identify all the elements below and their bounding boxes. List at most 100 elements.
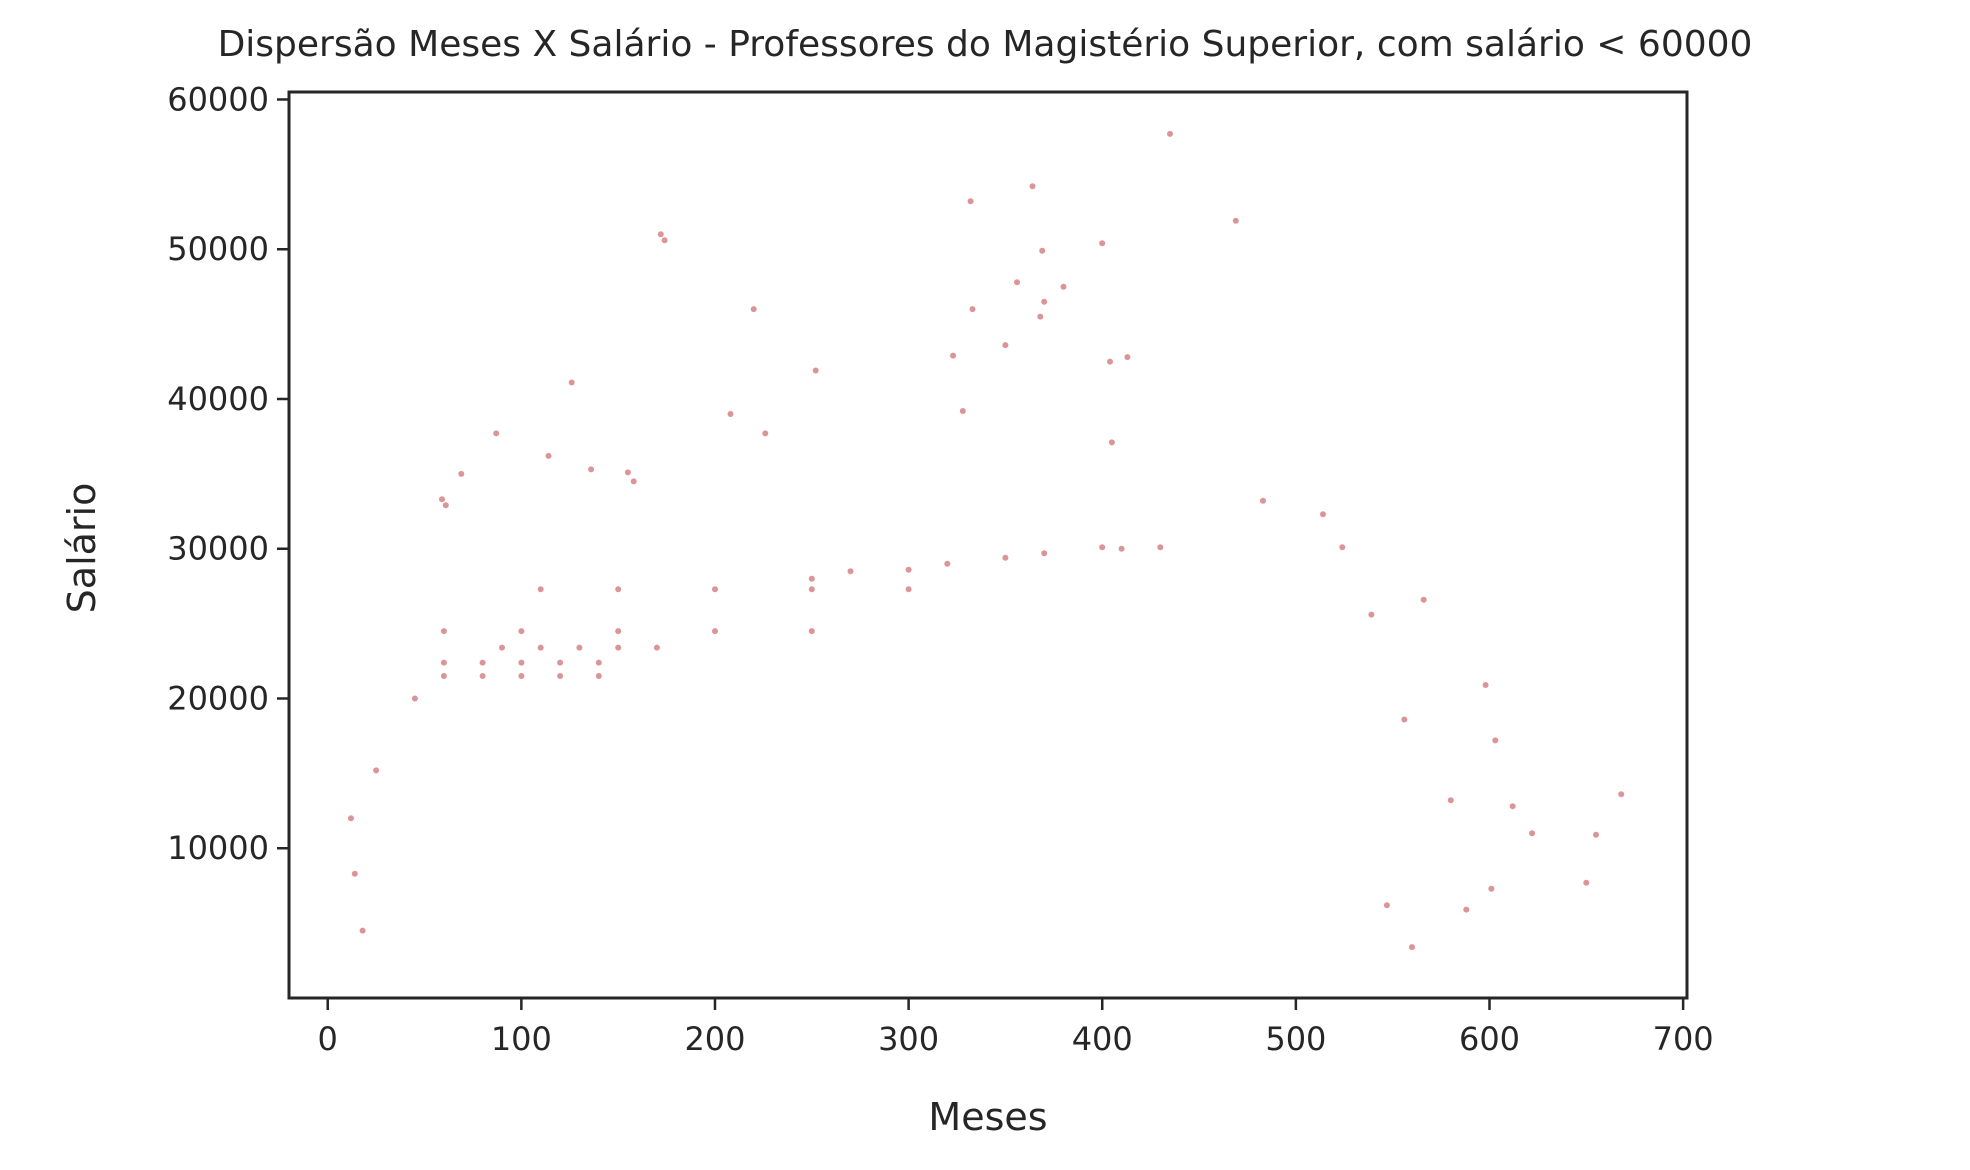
- x-axis-ticks: 0 100 200 300 400 500 600 700: [318, 998, 1714, 1058]
- scatter-point: [518, 628, 525, 635]
- scatter-point: [1232, 217, 1239, 224]
- scatter-point: [458, 470, 465, 477]
- scatter-point: [1060, 283, 1067, 290]
- scatter-point: [1002, 342, 1009, 349]
- scatter-point: [1383, 902, 1390, 909]
- scatter-point: [615, 586, 622, 593]
- scatter-point: [1488, 885, 1495, 892]
- x-tick-label: 500: [1265, 1020, 1326, 1058]
- scatter-point: [373, 767, 380, 774]
- scatter-point: [712, 586, 718, 593]
- scatter-point: [967, 198, 974, 205]
- scatter-point: [440, 673, 447, 679]
- scatter-point: [615, 644, 622, 651]
- scatter-point: [1099, 240, 1106, 247]
- scatter-point: [847, 568, 854, 575]
- scatter-point: [1492, 737, 1499, 744]
- scatter-point: [1014, 279, 1020, 286]
- scatter-point: [1583, 879, 1590, 886]
- scatter-point: [1320, 511, 1326, 518]
- scatter-point: [439, 496, 445, 503]
- x-tick-label: 100: [491, 1020, 552, 1058]
- scatter-point: [1420, 596, 1427, 603]
- x-tick-label: 0: [318, 1020, 338, 1058]
- scatter-point: [568, 379, 575, 386]
- scatter-point: [1029, 183, 1036, 190]
- x-tick-label: 400: [1072, 1020, 1133, 1058]
- scatter-point: [537, 644, 544, 651]
- scatter-point: [969, 306, 976, 313]
- chart-title: Dispersão Meses X Salário - Professores …: [218, 24, 1753, 65]
- scatter-point: [479, 673, 486, 679]
- scatter-point: [359, 927, 366, 934]
- scatter-point: [615, 628, 622, 635]
- y-tick-label: 50000: [167, 230, 269, 268]
- scatter-point: [950, 352, 957, 359]
- scatter-point: [630, 478, 637, 485]
- scatter-point: [1118, 545, 1125, 552]
- scatter-point: [537, 586, 544, 593]
- scatter-point: [808, 628, 815, 635]
- scatter-point: [1618, 791, 1625, 798]
- scatter-point: [1529, 830, 1536, 837]
- y-axis-ticks: 10000 20000 30000 40000 50000 60000: [167, 80, 289, 867]
- scatter-point: [1368, 611, 1375, 618]
- scatter-point: [1037, 313, 1044, 320]
- scatter-point: [348, 815, 354, 822]
- scatter-point: [545, 452, 552, 459]
- scatter-point: [1401, 716, 1408, 723]
- scatter-point: [1167, 130, 1173, 137]
- scatter-point: [1409, 944, 1415, 951]
- scatter-point: [1041, 298, 1048, 305]
- scatter-point: [905, 566, 912, 573]
- scatter-point: [479, 659, 486, 666]
- scatter-point: [959, 408, 966, 414]
- scatter-point: [411, 695, 418, 702]
- scatter-points: [348, 130, 1625, 951]
- scatter-point: [518, 659, 525, 666]
- y-tick-label: 40000: [167, 380, 269, 418]
- scatter-point: [1463, 906, 1470, 913]
- y-tick-label: 30000: [167, 530, 269, 568]
- scatter-point: [624, 469, 631, 476]
- scatter-point: [1108, 439, 1115, 446]
- scatter-point: [661, 237, 668, 244]
- scatter-point: [808, 586, 815, 593]
- scatter-point: [442, 502, 449, 509]
- scatter-point: [588, 466, 595, 473]
- scatter-point: [812, 367, 819, 374]
- scatter-point: [762, 430, 769, 437]
- scatter-point: [808, 575, 815, 582]
- scatter-point: [944, 560, 951, 567]
- scatter-point: [1002, 554, 1009, 561]
- scatter-point: [653, 644, 660, 651]
- scatter-point: [1260, 497, 1266, 504]
- x-axis-label: Meses: [928, 1095, 1047, 1139]
- scatter-point: [750, 306, 757, 313]
- y-tick-label: 60000: [167, 80, 269, 118]
- scatter-point: [1107, 358, 1113, 365]
- y-tick-label: 10000: [167, 829, 269, 867]
- scatter-point: [351, 870, 358, 877]
- scatter-point: [1509, 803, 1516, 810]
- scatter-point: [595, 659, 602, 666]
- scatter-point: [1339, 544, 1346, 551]
- scatter-point: [557, 673, 564, 679]
- scatter-point: [727, 411, 734, 417]
- scatter-point: [1124, 354, 1131, 361]
- scatter-point: [557, 659, 564, 666]
- scatter-point: [499, 644, 505, 651]
- x-tick-label: 700: [1653, 1020, 1714, 1058]
- scatter-point: [595, 673, 602, 679]
- scatter-point: [712, 628, 718, 635]
- x-tick-label: 300: [878, 1020, 939, 1058]
- scatter-point: [440, 628, 447, 635]
- x-tick-label: 600: [1459, 1020, 1520, 1058]
- scatter-point: [1482, 682, 1489, 688]
- scatter-point: [1447, 797, 1454, 804]
- scatter-point: [1041, 550, 1048, 557]
- scatter-point: [657, 231, 664, 238]
- scatter-point: [1039, 247, 1046, 254]
- scatter-point: [440, 659, 447, 666]
- scatter-point: [1099, 544, 1106, 551]
